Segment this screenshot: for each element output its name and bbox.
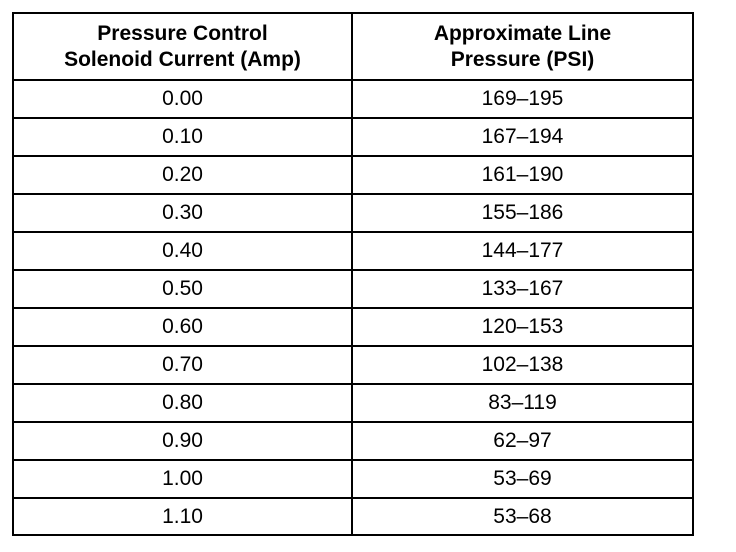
data-cell: 161–190 (481, 163, 564, 186)
data-cell: 120–153 (481, 315, 564, 338)
data-cell: 0.50 (162, 277, 203, 300)
data-cell: 155–186 (481, 201, 564, 224)
data-cell: 0.60 (162, 315, 203, 338)
data-cell: 167–194 (481, 125, 564, 148)
row-divider (14, 383, 692, 385)
data-cell: 169–195 (481, 87, 564, 110)
row-divider (14, 117, 692, 119)
row-divider (14, 345, 692, 347)
header-cell: Pressure Control Solenoid Current (Amp) (64, 22, 301, 71)
row-divider (14, 497, 692, 499)
data-cell: 1.10 (162, 505, 203, 528)
data-cell: 0.80 (162, 391, 203, 414)
row-divider (14, 459, 692, 461)
data-cell: 0.70 (162, 353, 203, 376)
data-cell: 0.10 (162, 125, 203, 148)
pressure-table: Pressure Control Solenoid Current (Amp) A… (12, 12, 694, 536)
data-cell: 0.90 (162, 429, 203, 452)
row-divider (14, 155, 692, 157)
column-divider (351, 14, 353, 534)
row-divider (14, 79, 692, 81)
row-divider (14, 193, 692, 195)
header-cell: Approximate Line Pressure (PSI) (433, 22, 612, 71)
row-divider (14, 269, 692, 271)
data-cell: 133–167 (481, 277, 564, 300)
data-cell: 53–69 (493, 467, 552, 490)
data-cell: 0.30 (162, 201, 203, 224)
row-divider (14, 307, 692, 309)
data-cell: 83–119 (488, 391, 557, 414)
data-cell: 0.20 (162, 163, 203, 186)
data-cell: 62–97 (493, 429, 552, 452)
data-cell: 0.00 (162, 87, 203, 110)
data-cell: 144–177 (481, 239, 564, 262)
data-cell: 53–68 (493, 505, 552, 528)
row-divider (14, 421, 692, 423)
data-cell: 0.40 (162, 239, 203, 262)
data-cell: 102–138 (481, 353, 564, 376)
data-cell: 1.00 (162, 467, 203, 490)
row-divider (14, 231, 692, 233)
